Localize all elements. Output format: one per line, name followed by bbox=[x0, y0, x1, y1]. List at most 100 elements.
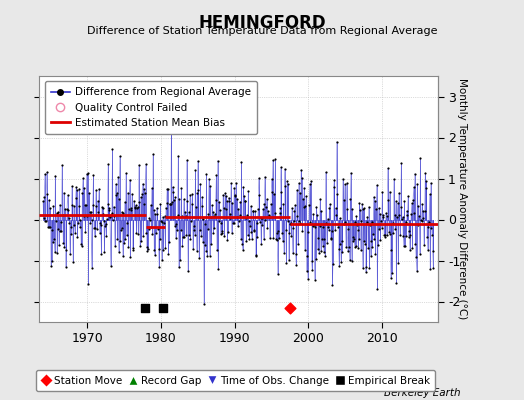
Point bbox=[126, 254, 135, 261]
Point bbox=[89, 202, 97, 208]
Point bbox=[412, 254, 420, 260]
Point bbox=[299, 204, 308, 210]
Point bbox=[310, 222, 318, 228]
Point bbox=[45, 224, 53, 230]
Point bbox=[135, 199, 144, 205]
Point bbox=[332, 212, 340, 218]
Point bbox=[202, 171, 211, 177]
Point bbox=[125, 176, 134, 183]
Point bbox=[144, 246, 152, 252]
Point bbox=[79, 213, 88, 220]
Point bbox=[280, 250, 288, 256]
Point bbox=[46, 205, 54, 211]
Point bbox=[245, 236, 254, 243]
Point bbox=[390, 212, 399, 218]
Point bbox=[141, 161, 150, 167]
Point bbox=[250, 227, 258, 233]
Point bbox=[51, 172, 59, 179]
Point bbox=[106, 262, 115, 269]
Point bbox=[48, 226, 57, 233]
Point bbox=[107, 210, 116, 216]
Point bbox=[210, 224, 219, 231]
Point bbox=[72, 184, 80, 190]
Point bbox=[127, 204, 136, 211]
Point bbox=[386, 188, 394, 195]
Point bbox=[145, 214, 154, 221]
Point bbox=[205, 252, 214, 259]
Point bbox=[143, 247, 151, 254]
Point bbox=[91, 225, 100, 231]
Point bbox=[206, 214, 215, 220]
Point bbox=[177, 227, 185, 233]
Point bbox=[240, 193, 248, 200]
Point bbox=[394, 200, 402, 206]
Point bbox=[283, 178, 291, 184]
Point bbox=[223, 198, 231, 204]
Point bbox=[173, 227, 181, 234]
Point bbox=[365, 265, 374, 271]
Point bbox=[295, 218, 303, 224]
Point bbox=[105, 204, 114, 211]
Point bbox=[296, 220, 304, 226]
Point bbox=[337, 258, 345, 265]
Point bbox=[285, 230, 293, 237]
Point bbox=[264, 208, 272, 215]
Point bbox=[314, 235, 322, 241]
Point bbox=[49, 203, 58, 210]
Point bbox=[423, 247, 432, 253]
Point bbox=[75, 185, 83, 192]
Point bbox=[101, 222, 109, 229]
Point bbox=[96, 222, 105, 228]
Point bbox=[315, 250, 323, 256]
Point bbox=[113, 236, 122, 242]
Point bbox=[111, 181, 119, 187]
Point bbox=[427, 180, 435, 186]
Point bbox=[93, 226, 101, 232]
Point bbox=[285, 257, 293, 263]
Point bbox=[85, 190, 93, 196]
Point bbox=[71, 195, 80, 202]
Point bbox=[381, 210, 390, 216]
Point bbox=[99, 211, 107, 218]
Point bbox=[224, 229, 232, 236]
Point bbox=[199, 216, 208, 222]
Point bbox=[303, 253, 311, 259]
Point bbox=[374, 242, 382, 248]
Point bbox=[114, 174, 122, 180]
Point bbox=[237, 236, 245, 242]
Point bbox=[202, 248, 210, 254]
Point bbox=[191, 167, 200, 174]
Point bbox=[168, 199, 176, 206]
Point bbox=[83, 212, 91, 219]
Point bbox=[215, 198, 224, 205]
Point bbox=[49, 238, 57, 245]
Point bbox=[377, 224, 386, 231]
Point bbox=[50, 249, 59, 256]
Point bbox=[355, 200, 364, 207]
Point bbox=[416, 155, 424, 162]
Point bbox=[394, 260, 402, 266]
Point bbox=[278, 230, 286, 236]
Point bbox=[189, 246, 197, 253]
Point bbox=[39, 215, 48, 222]
Point bbox=[194, 158, 202, 164]
Point bbox=[427, 225, 435, 231]
Point bbox=[150, 252, 159, 259]
Point bbox=[411, 170, 419, 177]
Point bbox=[41, 171, 49, 177]
Point bbox=[298, 174, 306, 181]
Point bbox=[422, 184, 430, 191]
Point bbox=[351, 244, 359, 250]
Point bbox=[114, 249, 123, 255]
Point bbox=[62, 247, 71, 253]
Point bbox=[237, 158, 246, 165]
Point bbox=[262, 204, 270, 210]
Point bbox=[343, 206, 352, 212]
Point bbox=[407, 210, 416, 217]
Point bbox=[290, 218, 298, 224]
Point bbox=[380, 231, 388, 238]
Point bbox=[127, 206, 135, 213]
Point bbox=[298, 228, 307, 234]
Point bbox=[353, 222, 361, 228]
Point bbox=[370, 236, 378, 242]
